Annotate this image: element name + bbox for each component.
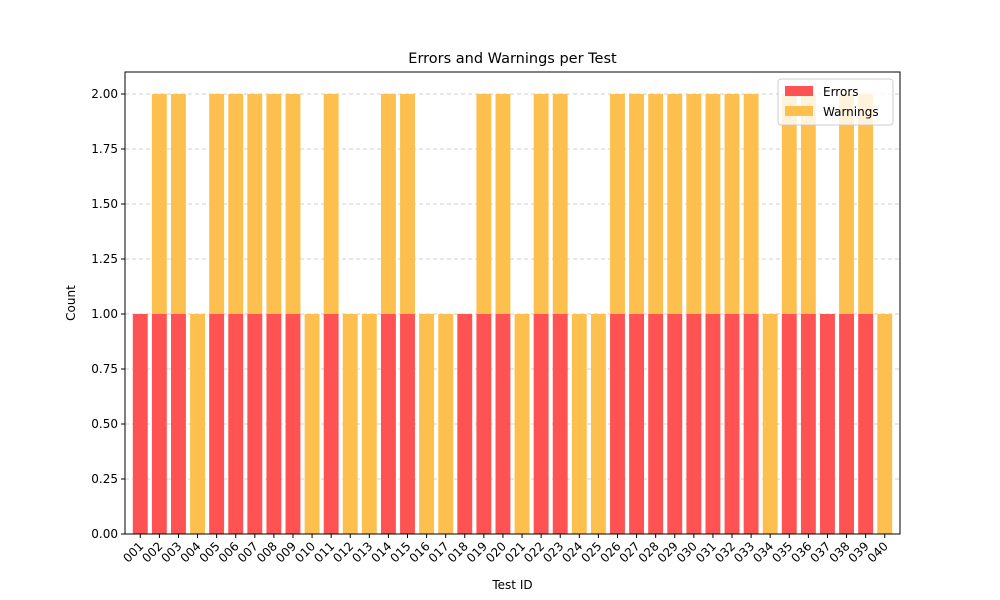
bar-errors-011 bbox=[323, 314, 339, 534]
bar-errors-035 bbox=[781, 314, 797, 534]
bar-errors-028 bbox=[648, 314, 664, 534]
legend-label-warnings: Warnings bbox=[823, 105, 879, 119]
y-ticks: 0.00 0.25 0.50 0.75 1.00 1.25 1.50 1.75 2.00 bbox=[91, 87, 125, 541]
legend-swatch-errors bbox=[785, 86, 813, 96]
bar-warnings-020 bbox=[495, 94, 511, 314]
bar-errors-033 bbox=[743, 314, 759, 534]
bar-warnings-038 bbox=[839, 94, 854, 314]
bar-errors-037 bbox=[820, 314, 835, 534]
bar-warnings-031 bbox=[705, 94, 721, 314]
y-tick-label: 0.00 bbox=[91, 527, 118, 541]
bar-warnings-027 bbox=[629, 94, 645, 314]
bar-warnings-035 bbox=[781, 94, 797, 314]
bar-warnings-039 bbox=[858, 94, 874, 314]
bar-warnings-003 bbox=[171, 94, 186, 314]
bar-errors-023 bbox=[552, 314, 568, 534]
bar-errors-001 bbox=[132, 314, 148, 534]
chart-title: Errors and Warnings per Test bbox=[408, 51, 617, 67]
bar-errors-002 bbox=[151, 314, 167, 534]
bar-warnings-017 bbox=[438, 314, 454, 534]
bar-errors-014 bbox=[380, 314, 396, 534]
y-tick-label: 1.00 bbox=[91, 307, 118, 321]
plot-frame bbox=[124, 71, 901, 535]
x-axis-label: Test ID bbox=[491, 578, 532, 592]
bar-errors-015 bbox=[400, 314, 415, 534]
bar-warnings-010 bbox=[304, 314, 320, 534]
bar-errors-020 bbox=[495, 314, 511, 534]
bar-errors-026 bbox=[610, 314, 625, 534]
y-tick-label: 1.75 bbox=[91, 142, 118, 156]
y-tick-label: 1.50 bbox=[91, 197, 118, 211]
bar-warnings-034 bbox=[762, 314, 778, 534]
y-tick-label: 0.25 bbox=[91, 472, 118, 486]
x-tick-label: 040 bbox=[865, 539, 891, 565]
bar-errors-007 bbox=[247, 314, 263, 534]
bar-errors-029 bbox=[667, 314, 683, 534]
bar-errors-018 bbox=[457, 314, 473, 534]
y-tick-label: 2.00 bbox=[91, 87, 118, 101]
legend: Errors Warnings bbox=[777, 78, 894, 126]
y-axis-label: Count bbox=[64, 285, 78, 321]
bar-warnings-029 bbox=[667, 94, 683, 314]
bar-errors-022 bbox=[533, 314, 549, 534]
bar-errors-030 bbox=[686, 314, 702, 534]
bar-warnings-025 bbox=[590, 314, 606, 534]
bar-warnings-012 bbox=[342, 314, 358, 534]
y-tick-label: 0.75 bbox=[91, 362, 118, 376]
bar-warnings-022 bbox=[533, 94, 549, 314]
bar-errors-039 bbox=[858, 314, 874, 534]
bar-warnings-015 bbox=[400, 94, 415, 314]
bar-warnings-005 bbox=[209, 94, 225, 314]
bar-errors-003 bbox=[171, 314, 186, 534]
bar-errors-009 bbox=[285, 314, 301, 534]
bar-errors-027 bbox=[629, 314, 645, 534]
bar-warnings-014 bbox=[380, 94, 396, 314]
bar-warnings-030 bbox=[686, 94, 702, 314]
bar-errors-031 bbox=[705, 314, 721, 534]
bar-warnings-026 bbox=[610, 94, 625, 314]
bar-warnings-006 bbox=[228, 94, 244, 314]
bar-errors-038 bbox=[839, 314, 854, 534]
bar-warnings-004 bbox=[190, 314, 205, 534]
bar-errors-019 bbox=[476, 314, 492, 534]
bar-warnings-013 bbox=[361, 314, 377, 534]
bar-errors-005 bbox=[209, 314, 225, 534]
bar-warnings-002 bbox=[151, 94, 167, 314]
bar-warnings-008 bbox=[266, 94, 282, 314]
bar-warnings-023 bbox=[552, 94, 568, 314]
bar-warnings-021 bbox=[514, 314, 530, 534]
bar-warnings-019 bbox=[476, 94, 492, 314]
legend-swatch-warnings bbox=[785, 106, 813, 116]
bar-errors-036 bbox=[800, 314, 816, 534]
bar-warnings-040 bbox=[877, 314, 893, 534]
bar-errors-032 bbox=[724, 314, 740, 534]
bar-warnings-032 bbox=[724, 94, 740, 314]
bar-warnings-016 bbox=[419, 314, 435, 534]
bar-errors-006 bbox=[228, 314, 244, 534]
bar-warnings-011 bbox=[323, 94, 339, 314]
y-tick-label: 1.25 bbox=[91, 252, 118, 266]
bars bbox=[132, 94, 893, 534]
bar-warnings-033 bbox=[743, 94, 759, 314]
bar-warnings-028 bbox=[648, 94, 664, 314]
legend-label-errors: Errors bbox=[823, 85, 859, 99]
x-ticks: 0010020030040050060070080090100110120130… bbox=[120, 534, 891, 565]
bar-warnings-007 bbox=[247, 94, 263, 314]
bar-warnings-036 bbox=[800, 94, 816, 314]
bar-errors-008 bbox=[266, 314, 282, 534]
bar-warnings-009 bbox=[285, 94, 301, 314]
bar-warnings-024 bbox=[571, 314, 587, 534]
y-tick-label: 0.50 bbox=[91, 417, 118, 431]
